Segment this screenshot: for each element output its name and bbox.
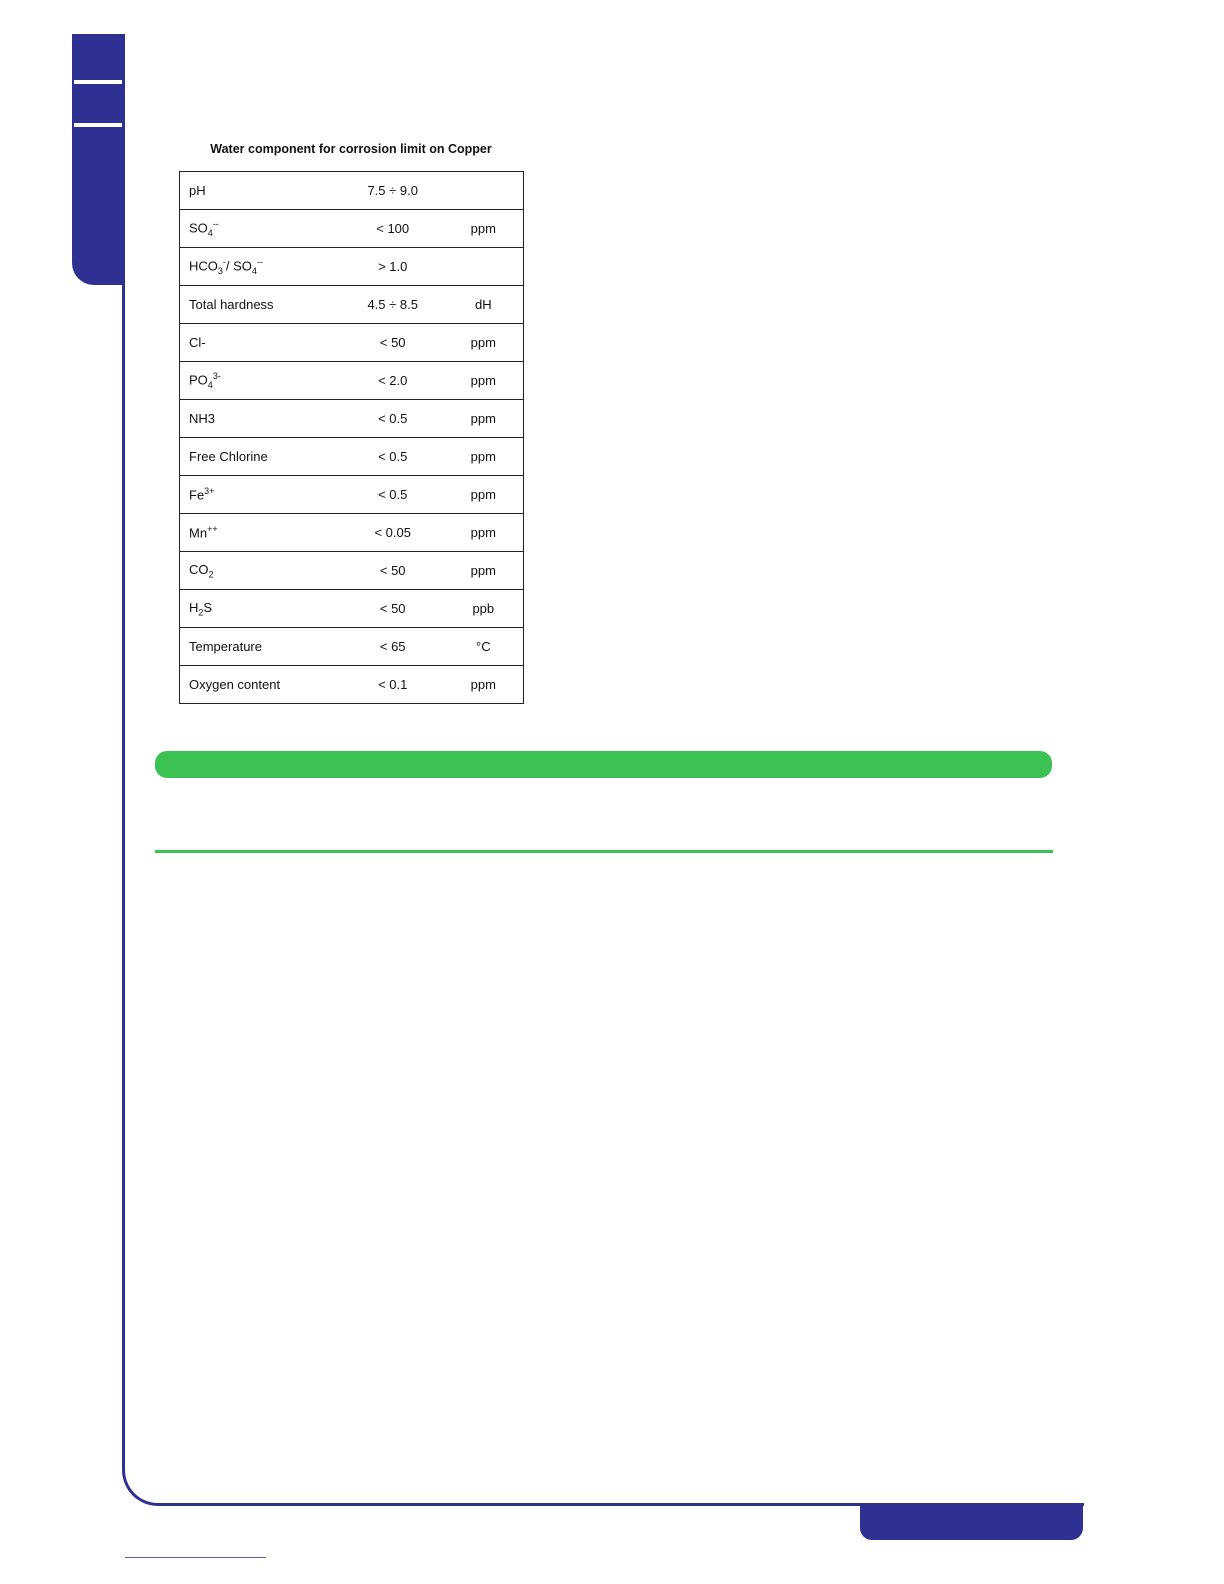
table-row: Temperature < 65 °C — [178, 627, 524, 666]
unit: ppm — [443, 513, 524, 552]
parameter-text: 2 — [198, 607, 204, 618]
limit-value: 4.5 ÷ 8.5 — [341, 285, 444, 324]
parameter-text: Free Chlorine — [189, 449, 268, 464]
parameter-text: 3- — [212, 371, 221, 382]
parameter-text: Mn — [189, 525, 208, 541]
table-row: HCO3-/ SO4-- > 1.0 — [178, 247, 524, 286]
parameter-text: -- — [212, 219, 219, 230]
parameter-text: NH3 — [189, 411, 216, 426]
parameter-text: Total hardness — [189, 297, 274, 312]
parameter-text: Fe — [189, 487, 205, 503]
limit-value: < 0.5 — [341, 475, 444, 514]
corrosion-limit-table: pH 7.5 ÷ 9.0 SO4-- < 100 ppm HCO3-/ SO4-- > 1.… — [178, 171, 524, 704]
parameter-cell: NH3 — [178, 399, 342, 438]
unit — [443, 171, 524, 210]
limit-value: < 0.05 — [341, 513, 444, 552]
table-row: Fe3+ < 0.5 ppm — [178, 475, 524, 514]
tab-divider — [74, 123, 122, 127]
unit: ppm — [443, 361, 524, 400]
parameter-text: 2 — [208, 569, 214, 580]
limit-value: < 50 — [341, 323, 444, 362]
limit-value: < 100 — [341, 209, 444, 248]
unit: dH — [443, 285, 524, 324]
parameter-text: 4 — [251, 265, 257, 276]
unit: ppm — [443, 437, 524, 476]
unit: ppm — [443, 209, 524, 248]
unit: ppm — [443, 399, 524, 438]
parameter-text: H — [189, 599, 199, 615]
parameter-cell: Oxygen content — [178, 665, 342, 704]
parameter-cell: Total hardness — [178, 285, 342, 324]
table-row: Cl- < 50 ppm — [178, 323, 524, 362]
table-row: Total hardness 4.5 ÷ 8.5 dH — [178, 285, 524, 324]
table-row: SO4-- < 100 ppm — [178, 209, 524, 248]
table-row: Free Chlorine < 0.5 ppm — [178, 437, 524, 476]
table-row: PO43- < 2.0 ppm — [178, 361, 524, 400]
limit-value: < 0.5 — [341, 399, 444, 438]
unit: ppb — [443, 589, 524, 628]
parameter-text: -- — [256, 257, 263, 268]
unit: ppm — [443, 551, 524, 590]
table-row: pH 7.5 ÷ 9.0 — [178, 171, 524, 210]
unit: ppm — [443, 475, 524, 514]
parameter-text: 4 — [207, 379, 213, 390]
parameter-cell: Temperature — [178, 627, 342, 666]
parameter-text: / SO — [225, 258, 252, 274]
table-row: NH3 < 0.5 ppm — [178, 399, 524, 438]
table-title: Water component for corrosion limit on C… — [210, 142, 492, 156]
limit-value: < 2.0 — [341, 361, 444, 400]
parameter-cell: H2S — [178, 589, 342, 628]
parameter-text: 3+ — [204, 486, 215, 497]
unit — [443, 247, 524, 286]
limit-value: < 0.5 — [341, 437, 444, 476]
bottom-tab — [860, 1505, 1083, 1540]
unit: ppm — [443, 665, 524, 704]
limit-value: > 1.0 — [341, 247, 444, 286]
footer-rule — [125, 1557, 266, 1558]
parameter-cell: HCO3-/ SO4-- — [178, 247, 342, 286]
parameter-text: 4 — [207, 227, 213, 238]
parameter-text: S — [203, 599, 213, 615]
parameter-text: Temperature — [189, 639, 262, 654]
unit: °C — [443, 627, 524, 666]
page-frame — [122, 34, 1084, 1506]
parameter-text: SO — [189, 220, 208, 236]
parameter-text: CO — [189, 561, 209, 577]
table-row: CO2 < 50 ppm — [178, 551, 524, 590]
parameter-text: Cl- — [189, 335, 206, 350]
table-row: Mn++ < 0.05 ppm — [178, 513, 524, 552]
unit: ppm — [443, 323, 524, 362]
tab-divider — [74, 80, 122, 84]
parameter-text: pH — [189, 183, 206, 198]
side-tab — [72, 34, 124, 285]
limit-value: < 65 — [341, 627, 444, 666]
section-header-bar — [155, 751, 1052, 778]
parameter-cell: CO2 — [178, 551, 342, 590]
parameter-cell: PO43- — [178, 361, 342, 400]
parameter-cell: Fe3+ — [178, 475, 342, 514]
limit-value: < 0.1 — [341, 665, 444, 704]
limit-value: 7.5 ÷ 9.0 — [341, 171, 444, 210]
parameter-cell: SO4-- — [178, 209, 342, 248]
limit-value: < 50 — [341, 589, 444, 628]
parameter-cell: Cl- — [178, 323, 342, 362]
parameter-text: Oxygen content — [189, 677, 281, 692]
parameter-cell: pH — [178, 171, 342, 210]
parameter-cell: Mn++ — [178, 513, 342, 552]
parameter-text: PO — [189, 372, 208, 388]
parameter-text: ++ — [207, 524, 218, 535]
limit-value: < 50 — [341, 551, 444, 590]
parameter-cell: Free Chlorine — [178, 437, 342, 476]
section-divider — [155, 850, 1053, 853]
parameter-text: HCO — [189, 258, 218, 274]
table-row: Oxygen content < 0.1 ppm — [178, 665, 524, 704]
table-row: H2S < 50 ppb — [178, 589, 524, 628]
parameter-text: 3 — [217, 265, 223, 276]
parameter-text: - — [222, 257, 226, 268]
